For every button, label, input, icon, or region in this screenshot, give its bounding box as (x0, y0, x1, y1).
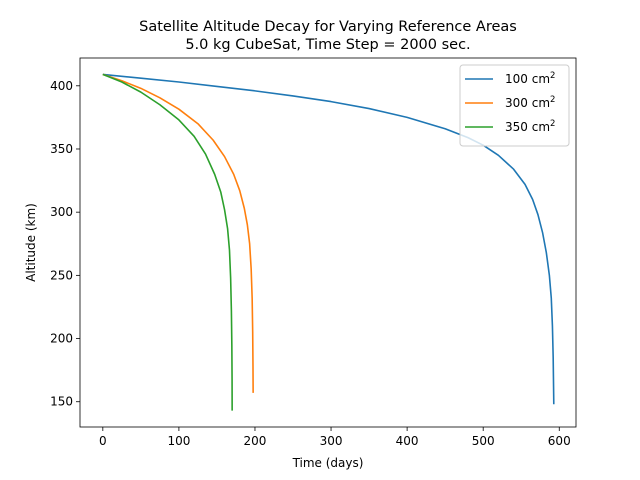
chart-title: Satellite Altitude Decay for Varying Ref… (139, 19, 517, 35)
legend-superscript-2: 2 (550, 95, 555, 105)
x-axis-ticks: 0 100 200 300 400 500 600 (99, 427, 571, 448)
x-tick-label: 200 (244, 434, 267, 448)
series-line-2 (102, 73, 254, 393)
y-tick-label: 200 (50, 332, 73, 346)
y-tick-label: 250 (50, 268, 73, 282)
series-line-3 (102, 73, 233, 411)
x-tick-label: 100 (167, 434, 190, 448)
legend-label-2: 300 cm2 (505, 95, 555, 110)
legend-superscript-1: 2 (550, 71, 555, 81)
series-line-1 (102, 73, 555, 405)
legend-label-1: 100 cm2 (505, 71, 555, 86)
x-tick-label: 0 (99, 434, 107, 448)
legend-superscript-3: 2 (550, 119, 555, 129)
legend-frame (459, 64, 570, 147)
x-axis-label: Time (days) (292, 456, 364, 470)
y-tick-label: 300 (50, 205, 73, 219)
y-tick-label: 400 (50, 79, 73, 93)
x-tick-label: 400 (396, 434, 419, 448)
y-tick-label: 150 (50, 395, 73, 409)
plot-frame (79, 57, 577, 428)
y-axis-ticks: 150 200 250 300 350 400 (50, 79, 80, 409)
series-layer (102, 73, 555, 411)
x-tick-label: 300 (320, 434, 343, 448)
x-tick-label: 500 (472, 434, 495, 448)
legend-label-3: 350 cm2 (505, 119, 555, 134)
y-axis-label: Altitude (km) (24, 203, 38, 282)
x-tick-label: 600 (548, 434, 571, 448)
y-tick-label: 350 (50, 142, 73, 156)
legend: 100 cm2 300 cm2 350 cm2 (459, 64, 570, 147)
chart-subtitle: 5.0 kg CubeSat, Time Step = 2000 sec. (185, 37, 470, 53)
